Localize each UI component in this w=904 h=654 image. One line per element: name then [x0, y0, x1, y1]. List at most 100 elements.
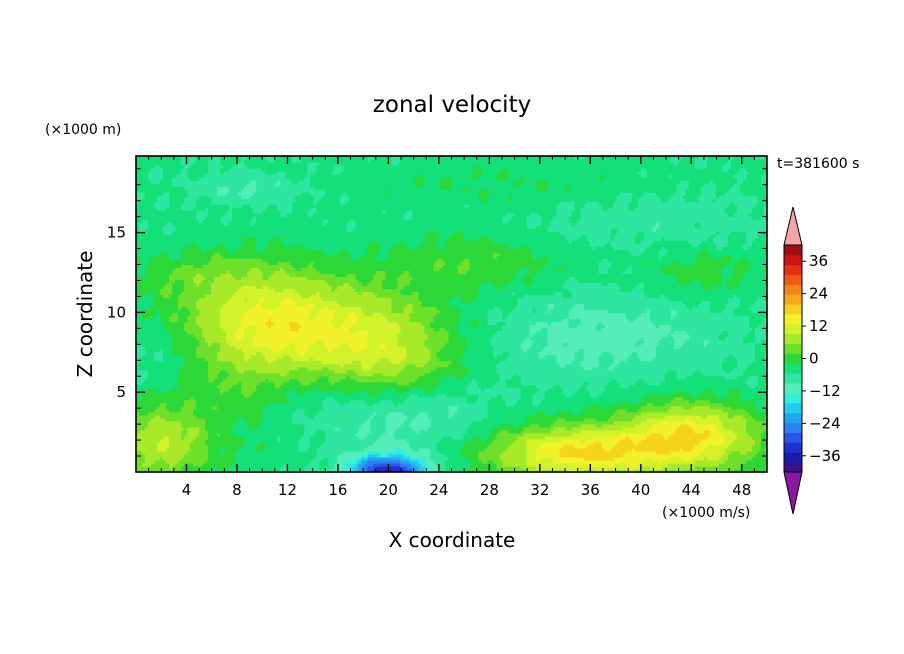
field-cell: [619, 360, 723, 365]
field-cell: [280, 303, 296, 308]
field-cell: [184, 399, 197, 404]
field-cell: [265, 297, 284, 302]
field-cell: [250, 393, 287, 398]
field-cell: [499, 252, 534, 256]
field-cell: [175, 225, 347, 229]
field-cell: [553, 216, 570, 220]
field-cell: [511, 198, 618, 202]
field-cell: [223, 171, 266, 175]
field-cell: [169, 201, 185, 205]
field-cell: [481, 168, 504, 172]
field-cell: [319, 465, 326, 470]
field-cell: [664, 294, 735, 299]
field-cell: [391, 303, 408, 308]
field-cell: [286, 171, 308, 175]
field-cell: [709, 234, 717, 238]
field-cell: [574, 207, 582, 211]
field-cell: [754, 399, 767, 404]
field-cell: [196, 156, 212, 160]
field-cell: [295, 348, 308, 353]
field-cell: [178, 375, 209, 380]
field-cell: [154, 204, 170, 208]
field-cell: [517, 297, 669, 302]
field-cell: [724, 264, 735, 268]
field-cell: [259, 423, 305, 428]
field-cell: [724, 369, 732, 374]
field-cell: [169, 198, 185, 202]
field-cell: [655, 324, 660, 329]
field-cell: [727, 453, 756, 458]
field-cell: [445, 342, 468, 347]
field-cell: [502, 396, 522, 401]
field-cell: [631, 198, 639, 202]
field-cell: [310, 441, 323, 446]
field-cell: [184, 198, 197, 202]
field-cell: [478, 285, 498, 290]
field-cell: [553, 306, 573, 311]
field-cell: [580, 318, 630, 323]
field-cell: [136, 354, 143, 359]
field-cell: [556, 210, 573, 214]
field-cell: [136, 210, 197, 214]
field-cell: [337, 453, 362, 458]
field-cell: [175, 279, 185, 283]
field-cell: [430, 450, 441, 455]
field-cell: [760, 321, 767, 326]
field-cell: [361, 366, 371, 371]
field-cell: [181, 432, 188, 437]
field-cell: [136, 234, 426, 238]
field-cell: [739, 303, 753, 308]
field-cell: [136, 171, 149, 175]
field-cell: [616, 408, 627, 413]
field-cell: [355, 288, 402, 293]
field-cell: [433, 264, 444, 268]
field-cell: [733, 294, 738, 299]
field-cell: [361, 456, 368, 461]
field-cell: [322, 360, 353, 365]
field-cell: [406, 303, 414, 308]
field-cell: [424, 456, 432, 461]
field-cell: [373, 411, 377, 416]
field-cell: [334, 309, 362, 314]
field-cell: [523, 294, 564, 299]
field-cell: [499, 378, 507, 383]
field-cell: [634, 342, 642, 347]
field-cell: [589, 243, 606, 247]
field-cell: [406, 348, 432, 353]
field-cell: [487, 309, 504, 314]
field-cell: [448, 363, 465, 368]
field-cell: [178, 459, 206, 464]
field-cell: [304, 411, 317, 416]
field-cell: [502, 216, 513, 220]
field-cell: [733, 267, 750, 271]
field-cell: [598, 270, 609, 274]
field-cell: [247, 156, 266, 160]
field-cell: [649, 243, 693, 247]
field-cell: [691, 243, 699, 247]
field-cell: [412, 291, 420, 296]
field-cell: [184, 282, 197, 287]
field-cell: [619, 381, 636, 386]
field-cell: [706, 456, 720, 461]
field-cell: [739, 297, 759, 302]
field-cell: [502, 450, 528, 455]
field-cell: [364, 399, 380, 404]
field-cell: [670, 309, 678, 314]
field-cell: [568, 240, 573, 244]
field-cell: [661, 270, 723, 274]
field-cell: [247, 183, 257, 187]
field-cell: [724, 192, 744, 196]
field-cell: [496, 381, 507, 386]
field-cell: [514, 438, 528, 443]
field-cell: [709, 429, 720, 434]
field-cell: [136, 180, 152, 184]
field-cell: [751, 327, 756, 332]
field-cell: [508, 429, 522, 434]
field-cell: [565, 237, 579, 241]
field-cell: [313, 318, 332, 323]
field-cell: [406, 396, 468, 401]
field-cell: [514, 180, 525, 184]
field-cell: [694, 369, 702, 374]
field-cell: [718, 429, 735, 434]
field-cell: [721, 366, 735, 371]
